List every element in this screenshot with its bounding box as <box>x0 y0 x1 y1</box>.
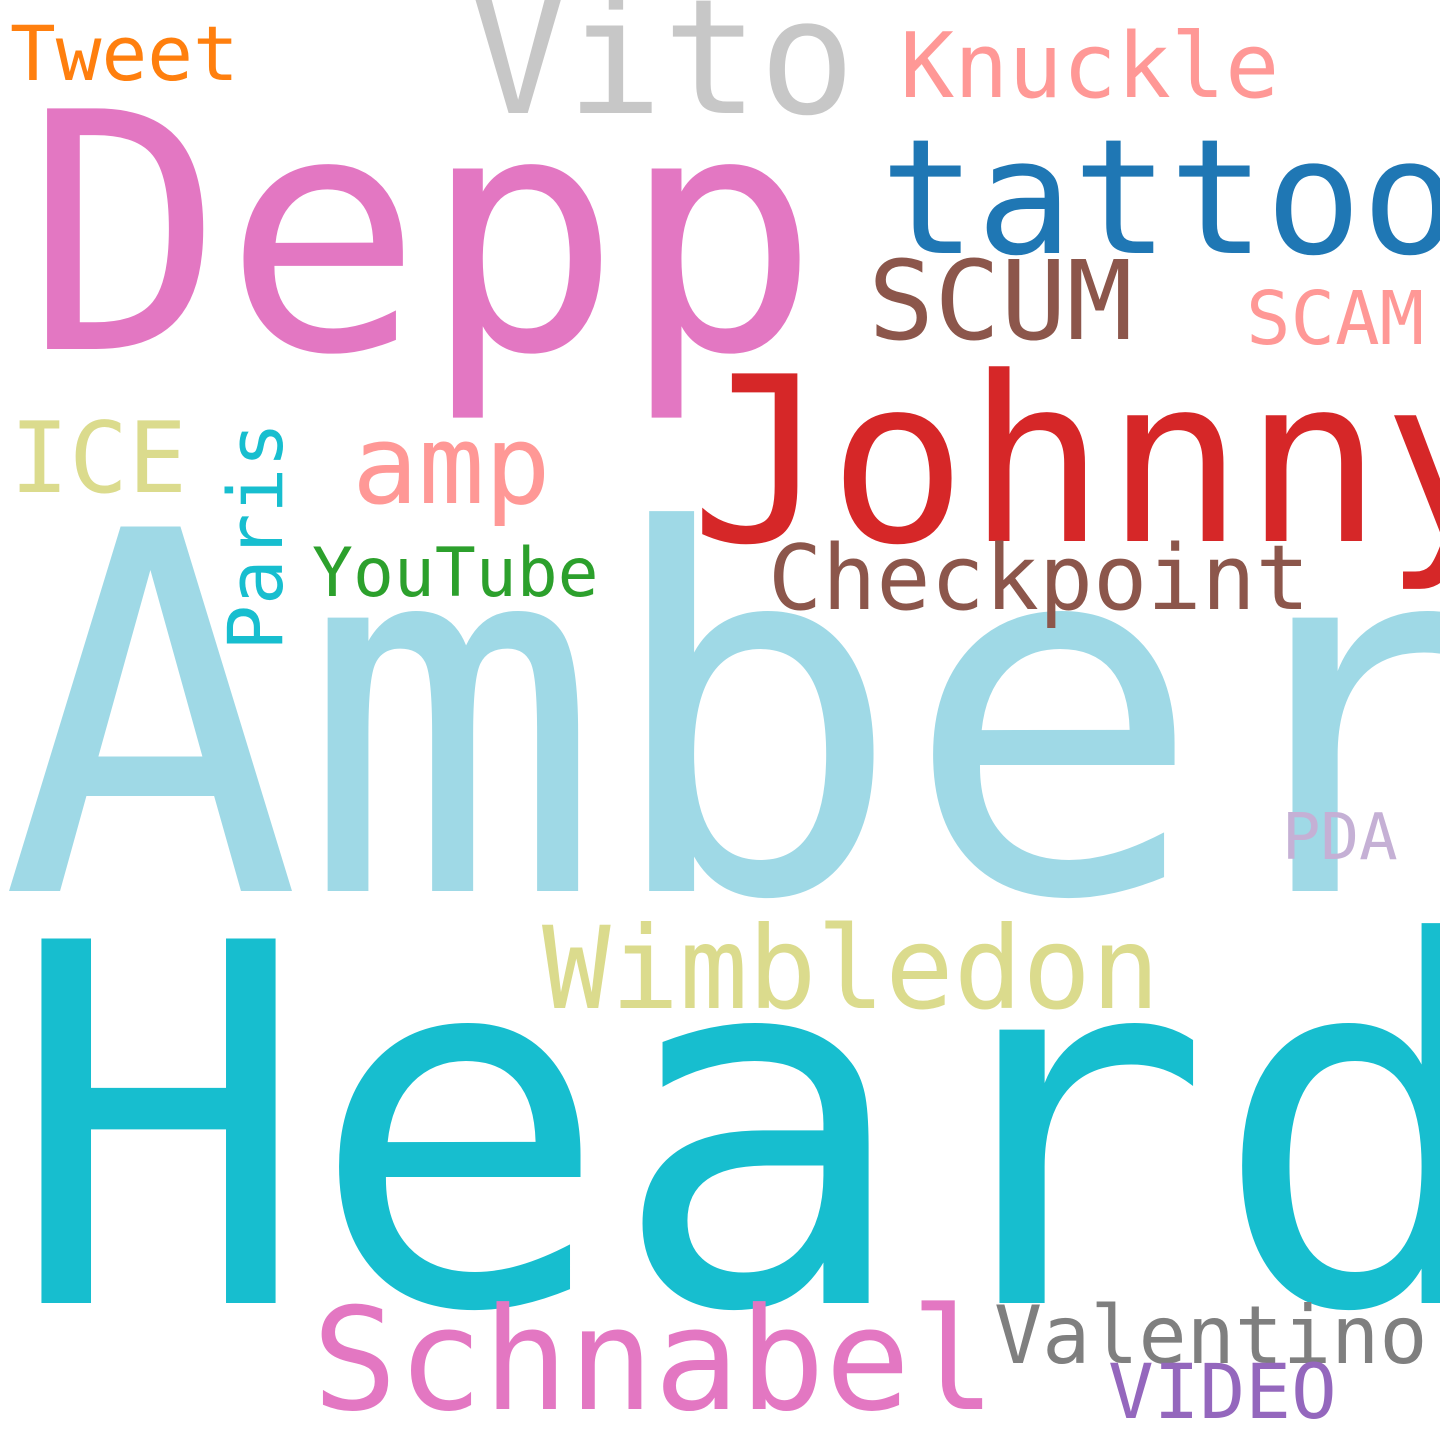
word-tattoo: tattoo <box>880 104 1440 291</box>
word-scam: SCAM <box>1246 276 1425 362</box>
word-pda: PDA <box>1282 801 1398 875</box>
word-scum: SCUM <box>868 237 1133 365</box>
word-heard: Heard <box>8 839 1440 1421</box>
word-video: VIDEO <box>1108 1347 1337 1436</box>
word-valentino: Valentino <box>994 1289 1428 1382</box>
word-wimbledon: Wimbledon <box>542 902 1160 1035</box>
word-schnabel: Schnabel <box>312 1278 996 1440</box>
word-checkpoint: Checkpoint <box>768 526 1310 631</box>
word-amber: Amber <box>0 427 1440 1009</box>
word-youtube: YouTube <box>312 534 599 613</box>
word-johnny: Johnny <box>690 329 1440 596</box>
word-ice: ICE <box>10 402 188 516</box>
word-paris: Paris <box>211 422 300 651</box>
word-vito: Vito <box>470 0 856 151</box>
word-amp: amp <box>352 401 551 529</box>
word-knuckle: Knuckle <box>900 14 1280 119</box>
word-tweet: Tweet <box>10 9 239 98</box>
word-depp: Depp <box>25 43 820 427</box>
